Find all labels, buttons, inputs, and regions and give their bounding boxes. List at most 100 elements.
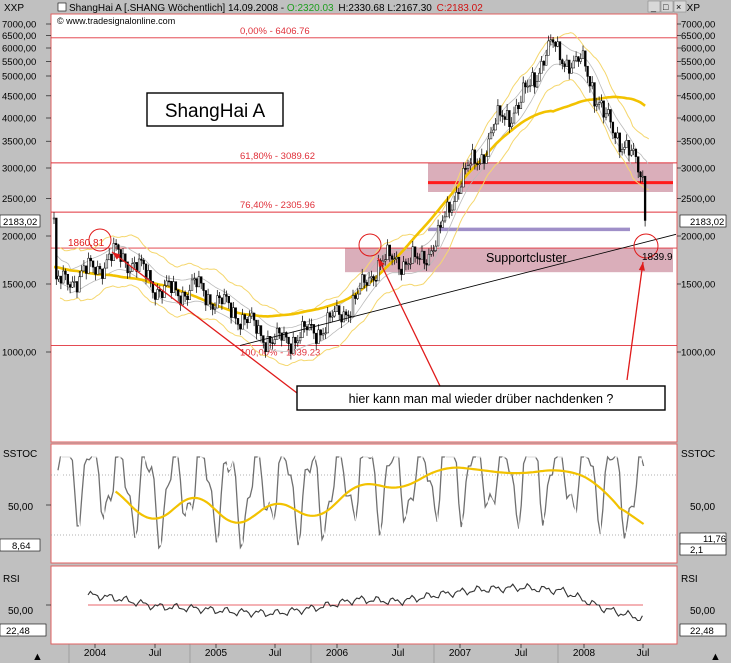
last-price-tag-left <box>0 214 41 228</box>
close-button[interactable] <box>673 0 687 13</box>
price-tick-left: 5500,00 <box>2 57 36 68</box>
candle-body <box>535 81 539 88</box>
arrow-to-target-head <box>638 262 645 271</box>
long-term-trendline <box>239 233 677 346</box>
candle-body <box>450 209 454 213</box>
price-tick-right: 6000,00 <box>681 44 715 55</box>
candle-body <box>630 150 633 156</box>
rsi-tick-right: 50,00 <box>690 606 715 617</box>
rsi-value-right: 22,48 <box>690 626 714 637</box>
candle-body <box>223 294 226 305</box>
x-tick-label: 2006 <box>326 648 349 659</box>
price-tick-left: 2000,00 <box>2 232 36 243</box>
price-tick-left: 6500,00 <box>2 31 36 42</box>
time-axis: 2004 Jul 2005 Jul 2006 Jul 2007 Jul 2008 Jul <box>68 644 649 663</box>
price-tick-right: 2500,00 <box>681 194 715 205</box>
candle-body <box>482 154 486 164</box>
candle-body <box>641 175 644 178</box>
arrow-to-target <box>626 261 644 381</box>
copyright-text: © www.tradesignalonline.com <box>57 16 175 26</box>
candle-body <box>563 63 566 67</box>
minimize-button[interactable] <box>647 0 661 13</box>
candle-body <box>308 324 311 331</box>
candle-body <box>351 295 355 318</box>
candle-body <box>538 72 541 82</box>
scroll-right-icon[interactable]: ▲ <box>710 651 721 663</box>
candle-body <box>103 267 106 279</box>
candle-body <box>292 336 295 354</box>
candle-body <box>602 100 605 118</box>
candle-body <box>282 332 286 341</box>
high-2006-circle <box>358 233 382 257</box>
candle-body <box>183 291 187 297</box>
price-panel: © www.tradesignalonline.com 7000,006500,… <box>0 13 727 443</box>
candle-body <box>154 292 157 300</box>
stoch-name-left: SSTOC <box>3 449 37 460</box>
x-tick-label: Jul <box>515 648 528 659</box>
candle-body <box>430 250 433 255</box>
fibonacci-levels: 0,00% - 6406.76 61,80% - 3089.62 76,40% - … <box>51 26 677 359</box>
candle-body <box>393 258 396 260</box>
candle-body <box>197 276 201 288</box>
candle-body <box>216 295 219 309</box>
candle-body <box>114 243 118 246</box>
candle-body <box>519 101 523 109</box>
price-tick-right: 1000,00 <box>681 348 715 359</box>
x-tick-label: Jul <box>269 648 282 659</box>
maximize-button[interactable] <box>660 0 674 13</box>
candle-body <box>510 122 513 127</box>
rsi-tick-left: 50,00 <box>8 606 33 617</box>
candle-body <box>420 250 424 260</box>
rsi-value-tag-right <box>679 623 727 637</box>
candle-body <box>404 261 408 265</box>
candle-body <box>64 270 67 275</box>
candle-body <box>531 72 534 86</box>
candle-body <box>241 314 244 330</box>
stoch-d-line <box>58 455 645 553</box>
target-label: 1839.9 <box>642 252 673 263</box>
candle-body <box>365 282 368 286</box>
comment-box <box>296 385 666 411</box>
candle-body <box>455 192 458 202</box>
candle-body <box>485 156 488 164</box>
candle-body <box>627 140 631 156</box>
candle-body <box>151 281 155 293</box>
candle-body <box>616 132 619 139</box>
price-tick-right: 3500,00 <box>681 137 715 148</box>
candle-body <box>89 257 92 262</box>
candle-body <box>581 50 585 59</box>
candle-body <box>542 61 546 66</box>
candle-body <box>533 72 536 88</box>
price-tick-right: 4500,00 <box>681 91 715 102</box>
candle-body <box>358 288 362 295</box>
candle-body <box>439 225 442 228</box>
candle-body <box>386 244 389 260</box>
stoch-value-tag-left <box>0 538 41 552</box>
candle-body <box>632 148 635 151</box>
x-tick-label: 2007 <box>449 648 472 659</box>
last-price-label-right: 2183,02 <box>690 217 724 228</box>
candle-body <box>328 312 332 318</box>
candle-body <box>211 303 214 310</box>
stoch-name-right: SSTOC <box>681 449 715 460</box>
candle-body <box>315 332 318 344</box>
candle-body <box>105 259 109 269</box>
candle-body <box>204 290 207 306</box>
candle-body <box>634 148 638 157</box>
price-tick-left: 3000,00 <box>2 164 36 175</box>
candle-body <box>423 250 426 264</box>
candle-body <box>319 329 322 336</box>
candle-body <box>400 268 403 275</box>
candle-body <box>600 100 603 104</box>
candle-body <box>285 332 288 338</box>
chart-type-icon[interactable] <box>57 2 67 12</box>
candle-body <box>340 314 343 323</box>
candle-body <box>464 168 467 170</box>
candle-body <box>448 201 451 213</box>
candle-body <box>609 109 612 123</box>
candle-body <box>255 319 258 334</box>
candle-body <box>512 112 516 124</box>
scroll-left-icon[interactable]: ▲ <box>32 651 43 663</box>
rsi-line <box>87 582 643 622</box>
candle-body <box>397 256 401 270</box>
